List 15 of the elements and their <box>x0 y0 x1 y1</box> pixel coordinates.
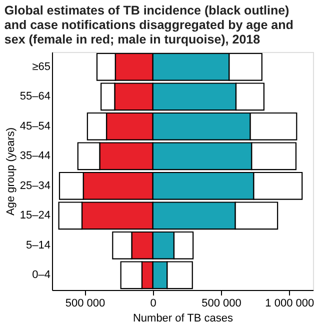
y-tick-label: 0–4 <box>32 269 50 282</box>
x-tick-label: 500 000 <box>202 298 242 310</box>
y-axis-title: Age group (years) <box>4 127 17 216</box>
y-tick-label: 15–24 <box>20 210 50 222</box>
y-tick-label: 45–54 <box>20 120 50 132</box>
x-tick-label: 1 000 000 <box>265 298 314 310</box>
x-tick-label: 500 000 <box>65 298 106 310</box>
x-tick-label: 0 <box>150 298 156 310</box>
y-tick-label: 25–34 <box>20 180 50 192</box>
y-tick-label: ≥65 <box>32 60 50 73</box>
y-tick-label: 35–44 <box>20 150 50 162</box>
y-tick-label: 5–14 <box>26 239 50 252</box>
x-axis-title: Number of TB cases <box>132 312 234 324</box>
y-tick-label: 55–64 <box>20 90 50 103</box>
chart-title: Global estimates of TB incidence (black outline) and case notifications disaggregated by age and sex (female in red; male in turquoise), 2018 <box>4 4 294 46</box>
